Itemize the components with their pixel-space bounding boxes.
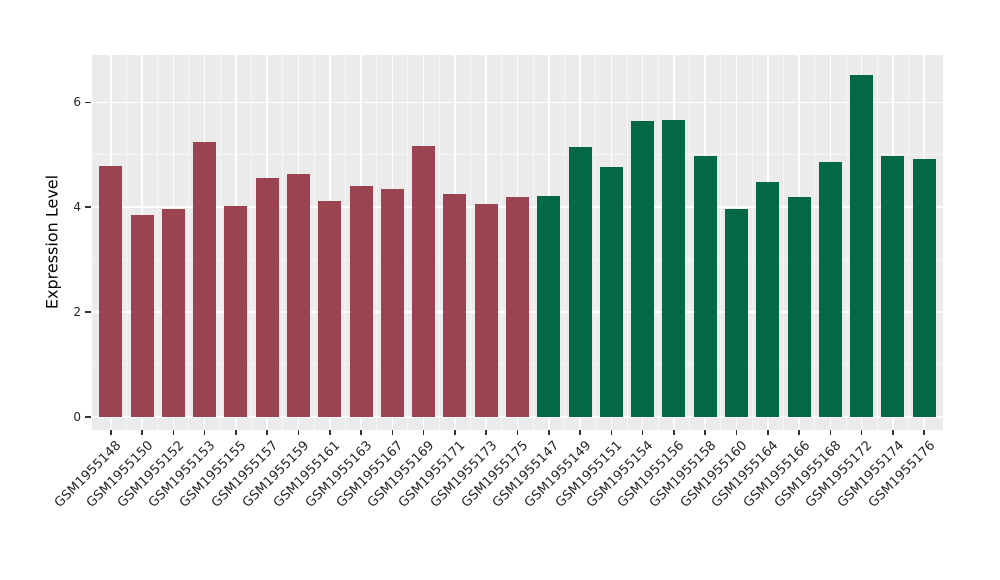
bar-GSM1955173 [474, 203, 498, 417]
gridline-x-minor [689, 55, 691, 430]
gridline-x-minor [845, 55, 847, 430]
x-tick-mark [141, 430, 143, 435]
gridline-x-minor [251, 55, 253, 430]
bar-GSM1955147 [537, 195, 561, 417]
x-tick-mark [829, 430, 832, 435]
x-tick-mark [673, 430, 675, 435]
x-tick-mark [110, 430, 112, 435]
bar-GSM1955158 [693, 156, 717, 417]
gridline-x-minor [782, 55, 784, 430]
bar-GSM1955156 [662, 120, 686, 417]
x-tick-mark [329, 430, 331, 435]
gridline-x-minor [908, 55, 910, 430]
gridline-x-minor [595, 55, 597, 430]
bar-GSM1955160 [725, 208, 748, 417]
gridline-x-minor [720, 55, 722, 430]
bar-GSM1955159 [286, 173, 310, 417]
gridline-x-minor [532, 55, 534, 430]
y-axis-title: Expression Level [42, 174, 62, 310]
x-tick-mark [735, 430, 738, 435]
x-tick-mark [641, 430, 644, 435]
gridline-x-minor [501, 55, 503, 430]
bar-GSM1955176 [912, 159, 936, 417]
bar-GSM1955172 [850, 74, 874, 417]
gridline-x-minor [438, 55, 440, 430]
x-tick-mark [892, 430, 894, 435]
gridline-x-minor [814, 55, 816, 430]
bar-GSM1955151 [599, 166, 623, 417]
bar-GSM1955166 [787, 197, 811, 417]
bar-GSM1955168 [818, 161, 842, 417]
x-tick-mark [391, 430, 394, 435]
y-tick-mark [85, 311, 91, 313]
bar-GSM1955157 [255, 177, 279, 417]
gridline-x-minor [407, 55, 409, 430]
bar-GSM1955149 [568, 146, 592, 417]
gridline-x-minor [876, 55, 878, 430]
gridline-x-minor [626, 55, 628, 430]
x-tick-mark [767, 430, 769, 435]
bar-GSM1955161 [318, 201, 342, 417]
y-tick-label: 0 [73, 410, 81, 424]
x-tick-mark [172, 430, 175, 435]
gridline-x-minor [282, 55, 284, 430]
x-tick-mark [266, 430, 268, 435]
y-tick-label: 6 [73, 95, 81, 110]
x-tick-mark [422, 430, 425, 435]
bar-GSM1955171 [443, 193, 467, 417]
bar-GSM1955154 [631, 121, 655, 417]
x-tick-mark [454, 430, 456, 435]
x-tick-mark [548, 430, 550, 435]
gridline-x-minor [376, 55, 378, 430]
x-tick-mark [798, 430, 800, 435]
bar-GSM1955175 [506, 197, 529, 417]
x-tick-mark [297, 430, 300, 435]
gridline-x-minor [157, 55, 159, 430]
y-tick-mark [85, 101, 91, 104]
x-tick-mark [610, 430, 613, 435]
gridline-x-minor [125, 55, 127, 430]
bar-GSM1955164 [756, 182, 780, 417]
x-tick-mark [579, 430, 581, 435]
y-tick-mark [85, 206, 91, 208]
x-tick-mark [516, 430, 519, 435]
bar-GSM1955153 [193, 142, 217, 417]
gridline-x-minor [470, 55, 472, 430]
gridline-x-minor [657, 55, 659, 430]
x-tick-mark [923, 430, 925, 435]
bar-GSM1955167 [380, 188, 404, 417]
x-tick-mark [235, 430, 237, 435]
bar-GSM1955163 [349, 186, 373, 417]
gridline-x-minor [751, 55, 753, 430]
gridline-x-minor [563, 55, 565, 430]
x-tick-mark [860, 430, 863, 435]
y-tick-label: 2 [73, 305, 81, 320]
x-tick-mark [203, 430, 206, 435]
bar-GSM1955152 [161, 208, 185, 417]
x-tick-mark [360, 430, 362, 435]
x-tick-mark [704, 430, 706, 435]
x-tick-mark [485, 430, 487, 435]
gridline-x-minor [313, 55, 315, 430]
gridline-x-minor [219, 55, 221, 430]
bar-GSM1955174 [881, 155, 905, 417]
bar-GSM1955155 [224, 205, 248, 417]
bar-GSM1955150 [130, 215, 154, 417]
plot-panel [92, 55, 943, 430]
gridline-x-minor [344, 55, 346, 430]
bar-GSM1955169 [412, 146, 436, 417]
y-tick-label: 4 [73, 200, 81, 215]
gridline-x-minor [188, 55, 190, 430]
bar-GSM1955148 [99, 165, 123, 417]
y-tick-mark [85, 416, 91, 418]
